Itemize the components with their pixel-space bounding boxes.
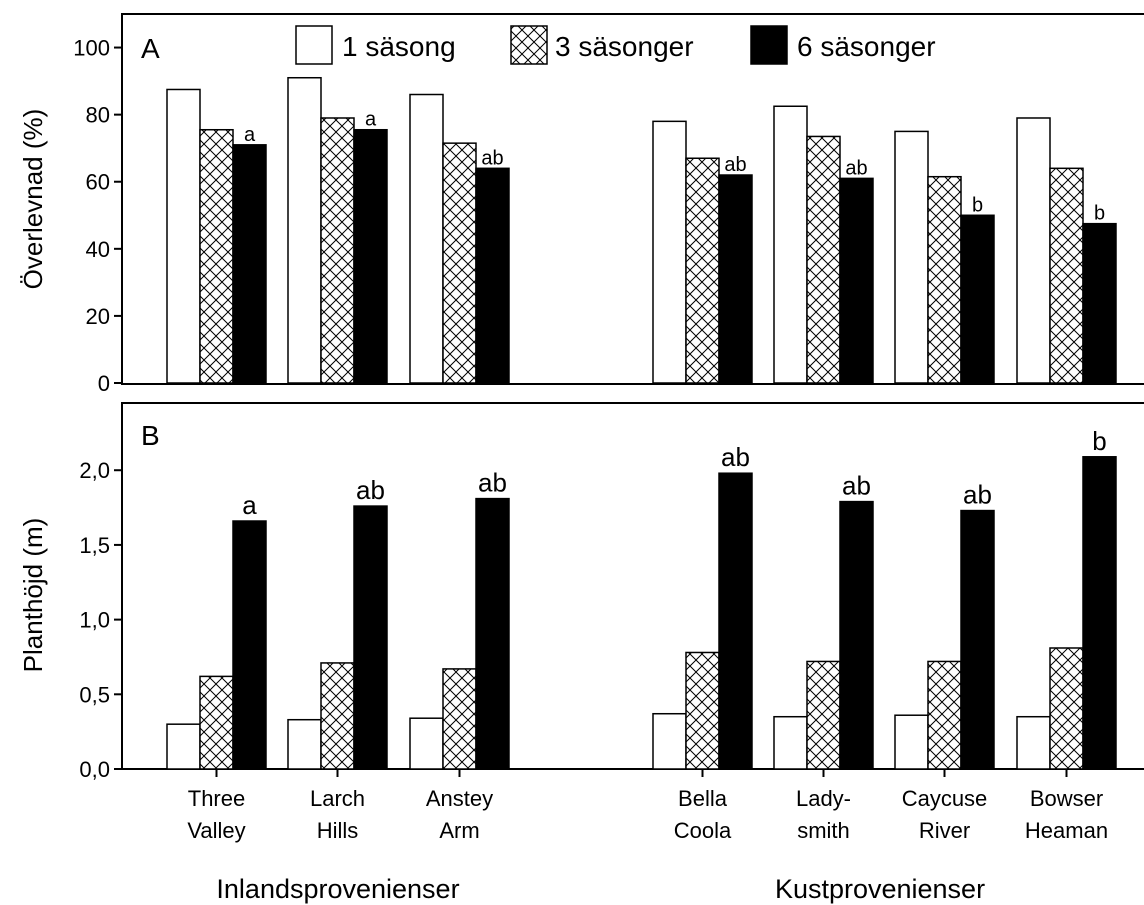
legend-swatch-1 [295, 25, 333, 65]
bar-a-2-s2 [475, 167, 510, 384]
significance-label: ab [724, 154, 746, 176]
category-label: Heaman [1025, 818, 1108, 843]
bar-a-5-s1 [927, 175, 962, 384]
y-tick-label: 20 [86, 304, 110, 329]
category-label: Caycuse [902, 786, 988, 811]
group-label-inland: Inlandsprovenienser [216, 874, 459, 904]
y-tick-label: 2,0 [79, 458, 110, 483]
bar-a-1-s2 [353, 128, 388, 384]
bar-a-6-s2 [1082, 222, 1117, 384]
panel-b: 0,0 0,5 1,0 1,5 2,0 a ab ab ab ab ab b [79, 426, 1117, 782]
bar-b-4-s1 [806, 660, 841, 770]
y-tick-label: 60 [86, 170, 110, 195]
y-tick-label: 1,0 [79, 608, 110, 633]
significance-label: ab [845, 157, 867, 179]
y-tick-label: 0,5 [79, 682, 110, 707]
bar-b-2-s2 [475, 497, 510, 770]
category-label: Hills [317, 818, 359, 843]
panel-a-ylabel: Överlevnad (%) [18, 109, 48, 290]
bar-b-3-s1 [685, 651, 720, 770]
category-label: Larch [310, 786, 365, 811]
significance-label: ab [481, 147, 503, 169]
bar-a-3-s0 [652, 120, 687, 384]
legend-swatch-2 [510, 25, 548, 65]
significance-label: ab [478, 468, 507, 498]
bar-b-6-s0 [1016, 715, 1051, 770]
bar-a-2-s0 [409, 93, 444, 384]
category-label: smith [797, 818, 850, 843]
group-label-coast: Kustprovenienser [775, 874, 985, 904]
significance-label: a [242, 490, 257, 520]
legend: 1 säsong 3 säsonger 6 säsonger [295, 25, 936, 65]
panel-b-frame [121, 402, 1144, 770]
panel-b-letter: B [141, 420, 160, 451]
bar-b-0-s0 [166, 723, 201, 770]
legend-label-1: 1 säsong [342, 31, 456, 62]
bar-a-6-s1 [1049, 167, 1084, 384]
significance-label: ab [356, 475, 385, 505]
y-tick-label: 80 [86, 103, 110, 128]
panel-b-ylabel: Planthöjd (m) [18, 518, 48, 673]
category-label: Anstey [426, 786, 493, 811]
panel-a-frame [121, 13, 1144, 385]
significance-label: b [1094, 203, 1105, 225]
bar-a-0-s2 [232, 144, 267, 384]
bar-b-2-s0 [409, 717, 444, 770]
significance-label: b [972, 194, 983, 216]
bar-a-2-s1 [442, 142, 477, 384]
bar-a-3-s2 [718, 174, 753, 384]
bar-a-3-s1 [685, 157, 720, 384]
significance-label: a [244, 124, 256, 146]
bar-a-0-s1 [199, 128, 234, 384]
significance-label: ab [721, 442, 750, 472]
category-label: Coola [674, 818, 732, 843]
bar-b-1-s1 [320, 662, 355, 770]
bar-b-4-s2 [839, 500, 874, 770]
bar-a-6-s0 [1016, 117, 1051, 384]
bar-b-3-s2 [718, 472, 753, 770]
bar-b-5-s2 [960, 509, 995, 770]
bar-a-4-s1 [806, 135, 841, 384]
significance-label: ab [842, 471, 871, 501]
category-label: Lady- [796, 786, 851, 811]
category-label: Bella [678, 786, 728, 811]
bar-a-1-s0 [287, 76, 322, 384]
y-tick-label: 0,0 [79, 757, 110, 782]
significance-label: ab [963, 480, 992, 510]
y-tick-label: 40 [86, 237, 110, 262]
bar-b-1-s2 [353, 505, 388, 770]
bar-a-5-s2 [960, 214, 995, 384]
significance-label: b [1092, 426, 1106, 456]
panel-a-letter: A [141, 33, 160, 64]
bar-a-4-s2 [839, 177, 874, 384]
category-label: River [919, 818, 970, 843]
bar-b-3-s0 [652, 712, 687, 770]
category-label: Valley [187, 818, 245, 843]
legend-label-2: 3 säsonger [555, 31, 694, 62]
category-label: Bowser [1030, 786, 1103, 811]
bar-a-4-s0 [773, 105, 808, 384]
y-tick-label: 1,5 [79, 533, 110, 558]
bar-b-0-s2 [232, 520, 267, 770]
bar-b-2-s1 [442, 668, 477, 770]
legend-swatch-3 [750, 25, 788, 65]
category-label: Arm [439, 818, 479, 843]
significance-label: a [365, 109, 377, 131]
legend-label-3: 6 säsonger [797, 31, 936, 62]
bar-b-1-s0 [287, 718, 322, 770]
bar-b-6-s2 [1082, 456, 1117, 770]
bar-b-0-s1 [199, 675, 234, 770]
bar-b-5-s0 [894, 714, 929, 770]
bar-a-0-s0 [166, 88, 201, 384]
bar-b-4-s0 [773, 715, 808, 770]
bar-b-6-s1 [1049, 647, 1084, 770]
bar-b-5-s1 [927, 660, 962, 770]
category-label: Three [188, 786, 245, 811]
y-tick-label: 0 [98, 371, 110, 396]
bar-a-1-s1 [320, 117, 355, 384]
bar-a-5-s0 [894, 130, 929, 384]
y-tick-label: 100 [73, 36, 110, 61]
panel-a: 0 20 40 60 80 100 a a ab ab ab b b [73, 36, 1117, 396]
